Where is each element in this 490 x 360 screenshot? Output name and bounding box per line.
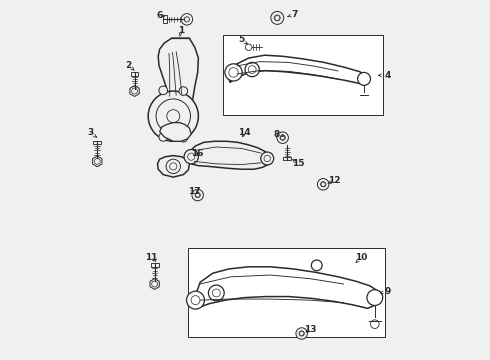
- Polygon shape: [130, 86, 139, 96]
- Circle shape: [187, 291, 204, 309]
- Circle shape: [208, 285, 224, 301]
- Text: 9: 9: [385, 287, 391, 296]
- Text: 5: 5: [238, 35, 245, 44]
- Text: 6: 6: [156, 10, 163, 19]
- Polygon shape: [160, 123, 191, 141]
- Polygon shape: [131, 72, 139, 76]
- Circle shape: [159, 133, 168, 141]
- Circle shape: [156, 99, 191, 134]
- Circle shape: [179, 87, 188, 95]
- Circle shape: [271, 12, 284, 24]
- Circle shape: [179, 134, 188, 142]
- Circle shape: [229, 68, 238, 77]
- Circle shape: [275, 15, 280, 21]
- Polygon shape: [172, 39, 190, 51]
- Polygon shape: [157, 156, 190, 177]
- Text: 7: 7: [291, 10, 298, 19]
- Circle shape: [191, 296, 200, 305]
- Circle shape: [166, 159, 180, 174]
- Text: 8: 8: [273, 130, 280, 139]
- Polygon shape: [150, 279, 159, 289]
- Circle shape: [132, 88, 138, 94]
- Circle shape: [321, 182, 325, 186]
- Text: 13: 13: [304, 325, 317, 334]
- Circle shape: [152, 281, 158, 287]
- Bar: [223, 35, 383, 116]
- Polygon shape: [151, 263, 159, 267]
- Circle shape: [245, 44, 252, 50]
- Circle shape: [261, 152, 274, 165]
- Bar: [188, 248, 385, 337]
- Text: 3: 3: [87, 128, 93, 137]
- Circle shape: [320, 182, 326, 187]
- Circle shape: [358, 72, 370, 85]
- Circle shape: [277, 132, 289, 143]
- Text: 17: 17: [188, 187, 200, 196]
- Circle shape: [170, 163, 177, 170]
- Polygon shape: [163, 15, 167, 23]
- Circle shape: [245, 62, 259, 77]
- Circle shape: [299, 331, 304, 336]
- Circle shape: [280, 135, 285, 140]
- Circle shape: [212, 289, 220, 297]
- Text: 11: 11: [145, 253, 157, 262]
- Circle shape: [195, 193, 200, 198]
- Text: 15: 15: [292, 159, 304, 168]
- Text: 10: 10: [355, 253, 368, 262]
- Circle shape: [94, 158, 100, 164]
- Text: 1: 1: [178, 26, 184, 35]
- Polygon shape: [283, 157, 291, 160]
- Circle shape: [248, 66, 256, 73]
- Circle shape: [318, 179, 329, 190]
- Circle shape: [148, 91, 198, 141]
- Text: 2: 2: [125, 61, 132, 70]
- Circle shape: [181, 14, 193, 25]
- Text: 14: 14: [238, 128, 250, 137]
- Circle shape: [225, 64, 242, 81]
- Polygon shape: [93, 140, 101, 144]
- Polygon shape: [152, 39, 198, 135]
- Circle shape: [184, 149, 198, 164]
- Circle shape: [167, 110, 180, 123]
- Circle shape: [192, 189, 203, 201]
- Circle shape: [196, 193, 200, 197]
- Circle shape: [299, 331, 304, 336]
- Text: 12: 12: [328, 176, 340, 185]
- Circle shape: [159, 86, 168, 95]
- Circle shape: [274, 15, 280, 21]
- Polygon shape: [194, 267, 379, 309]
- Polygon shape: [93, 156, 102, 167]
- Circle shape: [280, 135, 285, 140]
- Polygon shape: [187, 141, 270, 169]
- Text: 4: 4: [385, 71, 391, 80]
- Circle shape: [296, 328, 307, 339]
- Text: 16: 16: [192, 149, 204, 158]
- Circle shape: [264, 155, 270, 162]
- Polygon shape: [229, 55, 366, 84]
- Circle shape: [370, 320, 379, 328]
- Circle shape: [184, 17, 190, 22]
- Circle shape: [311, 260, 322, 271]
- Circle shape: [188, 153, 195, 160]
- Circle shape: [367, 290, 383, 306]
